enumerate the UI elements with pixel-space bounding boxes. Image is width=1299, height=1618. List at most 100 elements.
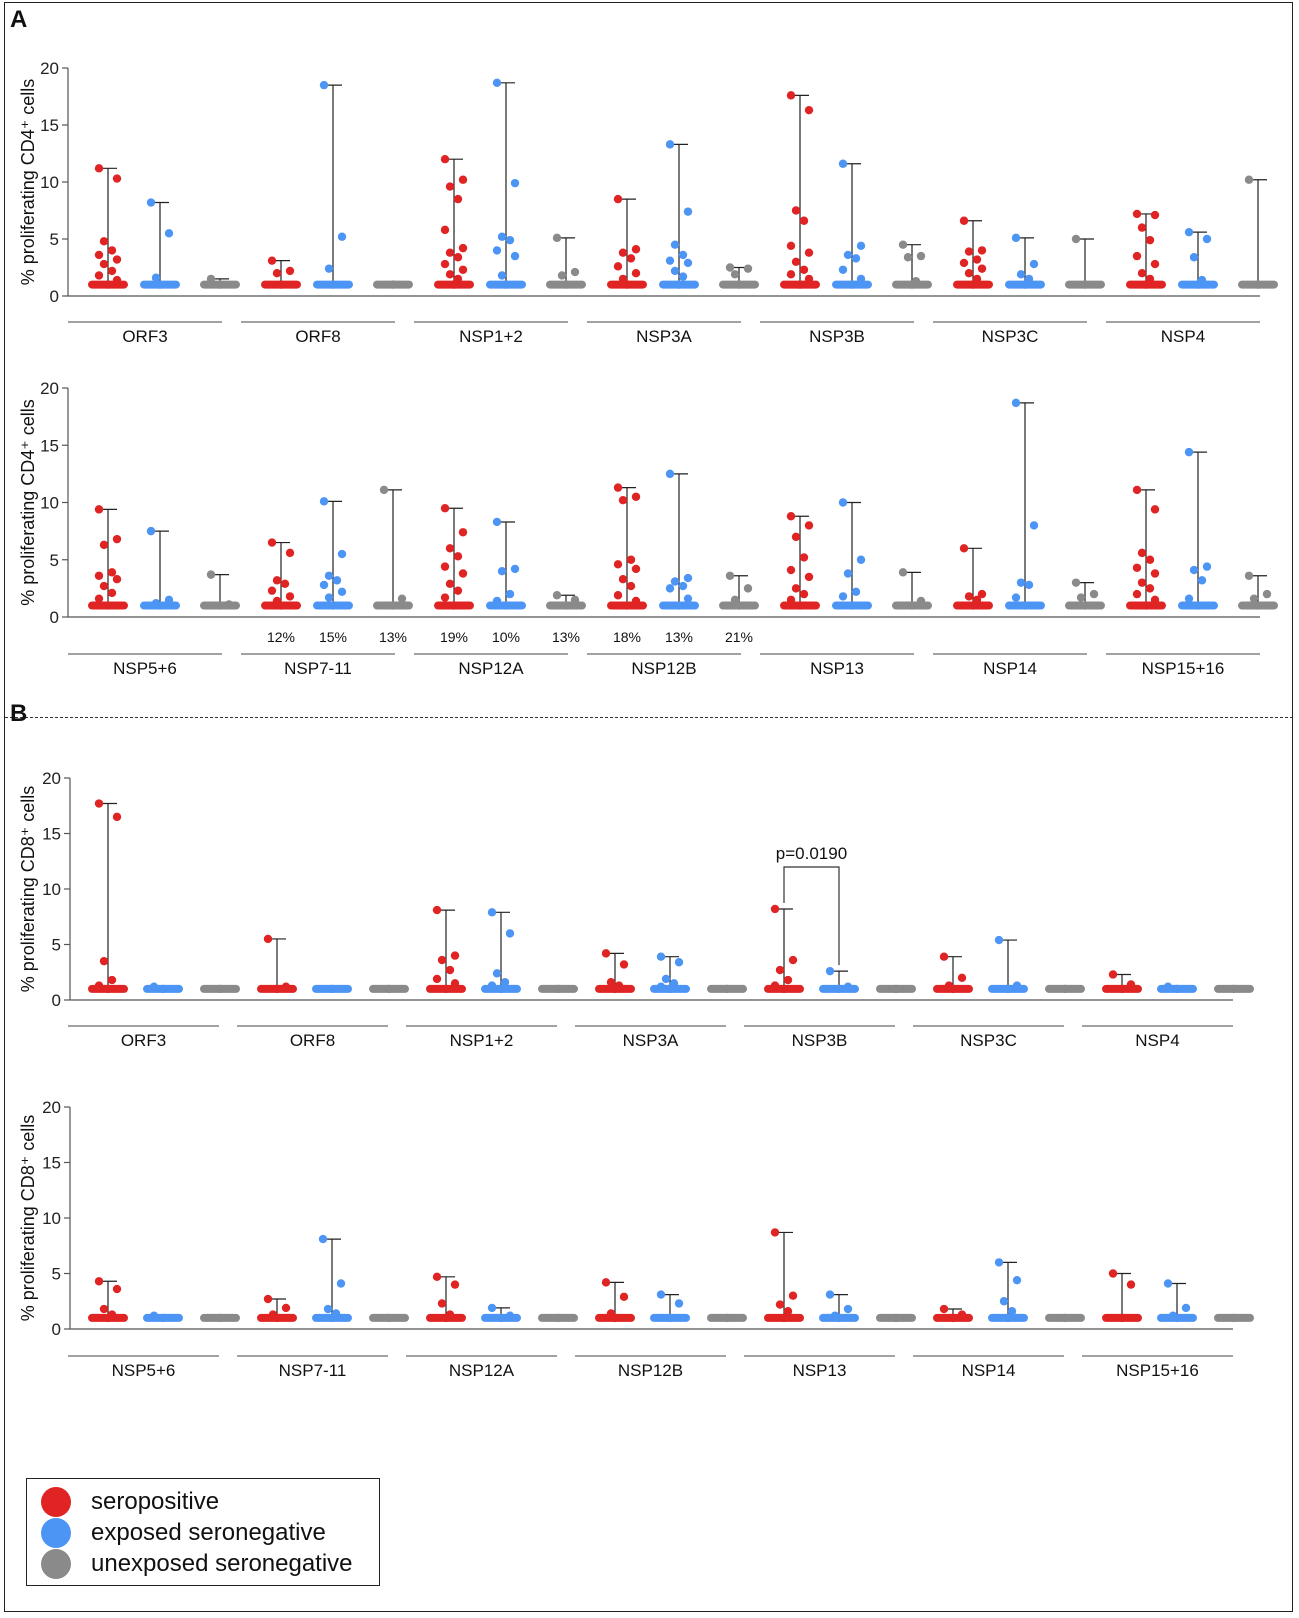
y-tick-label: 0	[50, 287, 59, 306]
data-point	[1172, 984, 1182, 994]
data-point	[319, 80, 329, 90]
data-point	[1132, 209, 1142, 219]
data-point	[445, 248, 455, 257]
data-point	[631, 245, 641, 254]
group-label: NSP3A	[636, 327, 692, 346]
data-point	[1229, 984, 1239, 994]
data-point	[799, 553, 809, 562]
data-point	[1011, 233, 1021, 243]
data-point	[1011, 398, 1021, 408]
data-point	[891, 984, 901, 994]
data-point	[779, 1313, 789, 1323]
data-point	[501, 601, 511, 610]
data-point	[458, 243, 468, 253]
data-point	[449, 280, 459, 289]
data-point	[1150, 210, 1160, 220]
data-point	[834, 1313, 844, 1323]
data-point	[505, 1311, 515, 1320]
data-point	[318, 1234, 328, 1244]
data-point	[804, 521, 814, 530]
panel-b-label: B	[10, 700, 28, 727]
data-point	[791, 257, 801, 266]
data-point	[1016, 578, 1026, 587]
data-point	[725, 571, 735, 580]
legend-item-unexposed-seronegative: unexposed seronegative	[41, 1549, 353, 1579]
data-point	[107, 588, 117, 598]
data-point	[791, 206, 801, 215]
y-axis-label: % proliferating CD8⁺ cells	[18, 786, 38, 993]
group-label: NSP4	[1161, 327, 1205, 346]
data-point	[441, 984, 451, 994]
data-point	[112, 534, 122, 544]
data-point	[825, 1290, 835, 1299]
data-point	[492, 246, 502, 255]
data-point	[94, 505, 104, 514]
data-point	[994, 1258, 1004, 1267]
y-tick-label: 15	[42, 1154, 61, 1173]
data-point	[656, 1290, 666, 1299]
data-point	[272, 269, 282, 278]
data-point	[939, 1304, 949, 1314]
y-tick-label: 10	[42, 1209, 61, 1228]
data-point	[683, 594, 693, 603]
data-point	[838, 592, 848, 601]
data-point	[1132, 589, 1142, 599]
data-point	[397, 594, 407, 603]
data-point	[795, 280, 805, 289]
data-point	[665, 140, 675, 149]
data-point	[324, 571, 334, 580]
data-point	[432, 1272, 442, 1282]
data-point	[510, 178, 520, 188]
data-point	[1108, 970, 1118, 979]
data-point	[492, 969, 502, 978]
data-point	[786, 241, 796, 251]
panel-a-label: A	[10, 6, 28, 33]
data-point	[631, 492, 641, 501]
data-point	[552, 591, 562, 600]
data-point	[497, 271, 507, 280]
data-point	[1262, 589, 1272, 599]
data-point	[112, 275, 122, 285]
data-point	[1020, 280, 1030, 289]
data-point	[332, 576, 342, 585]
data-point	[510, 564, 520, 574]
data-point	[1060, 984, 1070, 994]
data-point	[224, 600, 234, 609]
data-point	[440, 225, 450, 235]
data-point	[674, 601, 684, 610]
data-point	[843, 569, 853, 578]
data-point	[263, 934, 273, 944]
y-tick-label: 0	[52, 991, 61, 1010]
data-point	[107, 246, 117, 255]
data-point	[272, 576, 282, 585]
y-tick-label: 5	[52, 936, 61, 955]
data-point	[795, 601, 805, 610]
group-label: NSP4	[1135, 1031, 1179, 1050]
data-point	[103, 280, 113, 289]
group-label: NSP1+2	[450, 1031, 514, 1050]
data-point	[437, 955, 447, 965]
data-point	[337, 549, 347, 559]
data-point	[496, 1313, 506, 1323]
data-point	[285, 548, 295, 558]
data-point	[1150, 595, 1160, 605]
y-tick-label: 10	[42, 880, 61, 899]
data-point	[440, 259, 450, 269]
data-point	[1172, 1313, 1182, 1323]
group-label: NSP14	[983, 659, 1037, 678]
data-point	[458, 528, 468, 537]
group-label: NSP15+16	[1142, 659, 1225, 678]
legend-item-seropositive: seropositive	[41, 1487, 219, 1517]
data-point	[1189, 565, 1199, 575]
data-point	[99, 581, 109, 591]
data-point	[453, 552, 463, 561]
data-point	[619, 1292, 629, 1302]
group-label: NSP3A	[623, 1031, 679, 1050]
data-point	[1003, 984, 1013, 994]
group-label: NSP12A	[449, 1361, 515, 1380]
data-point	[972, 255, 982, 264]
percentage-label: 18%	[613, 629, 641, 645]
data-point	[1089, 589, 1099, 599]
y-axis-label: % proliferating CD4⁺ cells	[18, 399, 38, 606]
